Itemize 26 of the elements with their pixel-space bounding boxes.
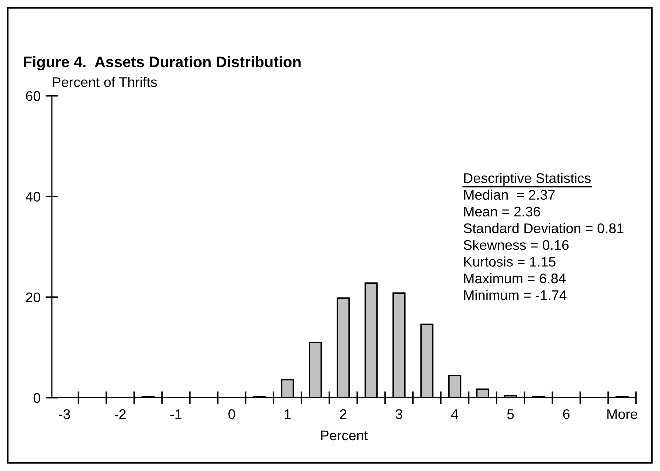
x-tick-label: 1 — [284, 410, 291, 420]
x-tick-label: 5 — [507, 410, 514, 420]
y-tick-label: 60 — [26, 91, 40, 102]
y-tick-label: 40 — [26, 192, 40, 202]
x-tick-label: 0 — [228, 409, 236, 420]
annotation: Maximum = 6.84 — [464, 273, 566, 284]
annotation: Mean = 2.36 — [464, 206, 540, 217]
annotation: Median = 2.37 — [464, 190, 555, 200]
annotation: Standard Deviation = 0.81 — [464, 223, 624, 234]
x-tick-label: 4 — [451, 410, 458, 420]
annotation: Descriptive Statistics — [464, 173, 591, 186]
x-axis-title: Percent — [321, 430, 368, 441]
y-axis-title: Percent of Thrifts — [53, 77, 158, 88]
y-tick-label: 20 — [26, 292, 40, 303]
x-tick-label: 3 — [396, 409, 403, 420]
x-tick-label: -1 — [170, 410, 182, 420]
y-tick-label: 0 — [34, 393, 40, 404]
x-tick-label: -3 — [59, 409, 70, 420]
x-tick-label: -2 — [114, 409, 126, 420]
annotation: Skewness = 0.16 — [464, 240, 569, 250]
x-tick-label: 2 — [340, 409, 347, 420]
annotation: Minimum = -1.74 — [464, 290, 567, 300]
x-tick-label: More — [608, 410, 638, 420]
annotation: Kurtosis = 1.15 — [464, 256, 556, 267]
x-tick-label: 6 — [563, 409, 570, 420]
chart-title: Figure 4. Assets Duration Distribution — [24, 56, 301, 71]
